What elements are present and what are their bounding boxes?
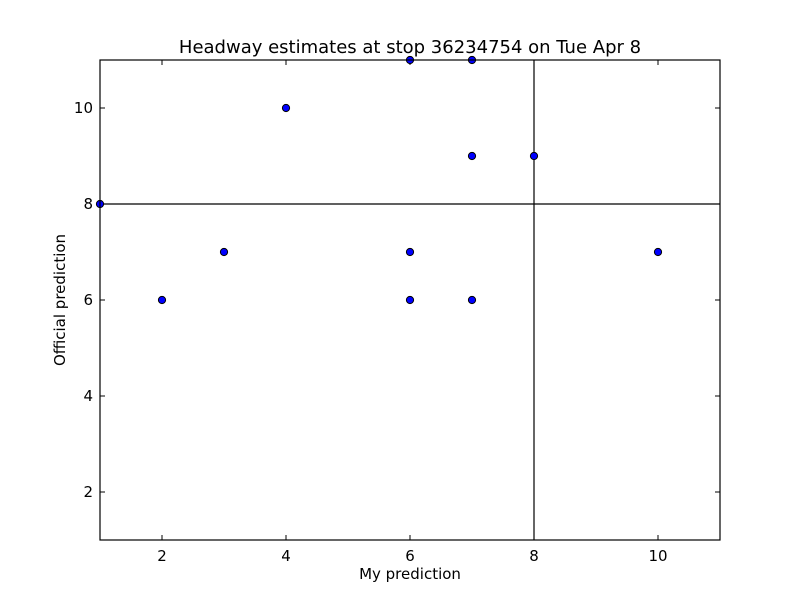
data-point — [467, 151, 477, 161]
x-axis-label: My prediction — [359, 565, 461, 583]
y-tick-label: 6 — [83, 291, 93, 309]
y-axis-label: Official prediction — [51, 234, 69, 366]
data-point — [405, 295, 415, 305]
data-point — [157, 295, 167, 305]
plot-layer: 2 4 6 8 10 2 4 6 8 10 — [74, 55, 721, 565]
y-tick-label: 8 — [83, 195, 93, 213]
data-point — [405, 247, 415, 257]
y-tick-label: 2 — [83, 483, 93, 501]
data-point — [529, 151, 539, 161]
plot-frame — [99, 59, 721, 541]
data-point — [281, 103, 291, 113]
data-point — [653, 247, 663, 257]
x-tick-label: 8 — [529, 547, 539, 565]
x-tick-label: 10 — [648, 547, 667, 565]
x-tick-label: 6 — [405, 547, 415, 565]
x-tick-label: 2 — [157, 547, 167, 565]
data-point — [219, 247, 229, 257]
y-tick-label: 10 — [74, 99, 93, 117]
data-point — [467, 295, 477, 305]
y-tick-label: 4 — [83, 387, 93, 405]
chart-title: Headway estimates at stop 36234754 on Tu… — [179, 37, 641, 58]
x-tick-label: 4 — [281, 547, 291, 565]
